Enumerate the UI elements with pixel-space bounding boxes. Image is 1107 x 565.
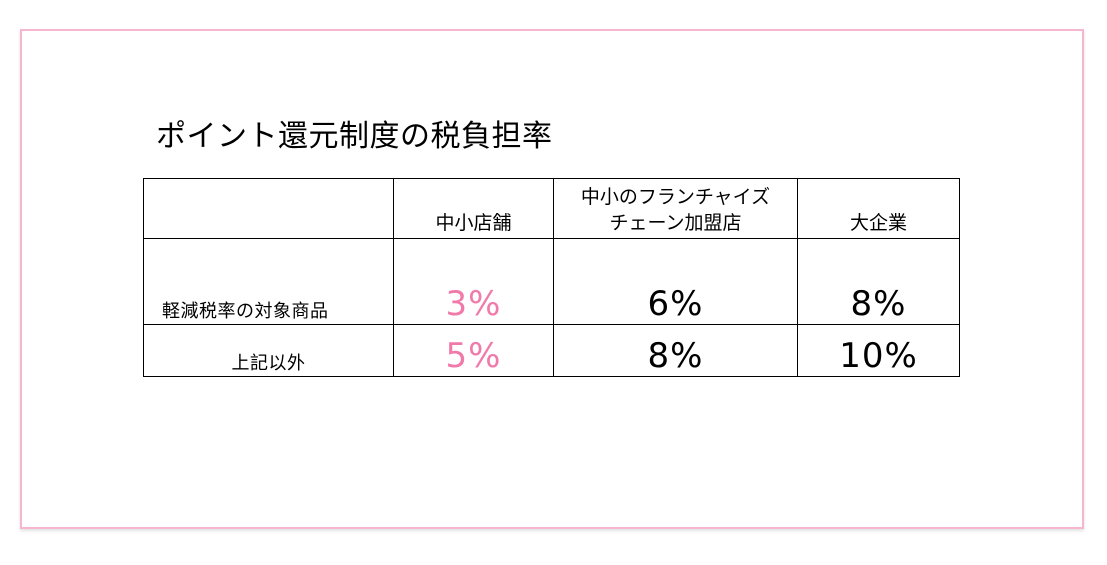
header-large-company: 大企業 [797,178,960,239]
small-store-rate: 3% [445,284,502,324]
franchise-rate: 8% [647,336,704,376]
franchise-rate: 6% [647,284,704,324]
small-store-rate: 5% [445,336,502,376]
franchise-rate-cell: 6% [553,238,798,325]
large-company-rate-cell: 8% [797,238,960,325]
small-store-rate-cell: 3% [393,238,554,325]
small-store-rate-cell: 5% [393,324,554,377]
franchise-rate-cell: 8% [553,324,798,377]
large-company-rate: 10% [839,336,918,376]
page-title: ポイント還元制度の税負担率 [156,119,553,154]
header-empty-cell [143,178,394,239]
header-franchise-line1: 中小のフランチャイズ [580,186,771,208]
table-row: 軽減税率の対象商品 3% 6% 8% [143,238,960,325]
row-label: 軽減税率の対象商品 [162,301,329,322]
large-company-rate: 8% [850,284,907,324]
row-label-cell: 軽減税率の対象商品 [143,238,394,325]
table-header-row: 中小店舗 中小のフランチャイズ チェーン加盟店 大企業 [143,178,960,239]
header-franchise: 中小のフランチャイズ チェーン加盟店 [553,178,798,239]
header-small-store: 中小店舗 [393,178,554,239]
tax-burden-table: 中小店舗 中小のフランチャイズ チェーン加盟店 大企業 軽減税率の対象商品 3%… [143,178,960,377]
table-row: 上記以外 5% 8% 10% [143,324,960,377]
row-label: 上記以外 [231,353,306,374]
large-company-rate-cell: 10% [797,324,960,377]
header-franchise-line2: チェーン加盟店 [609,212,742,234]
row-label-cell: 上記以外 [143,324,394,377]
